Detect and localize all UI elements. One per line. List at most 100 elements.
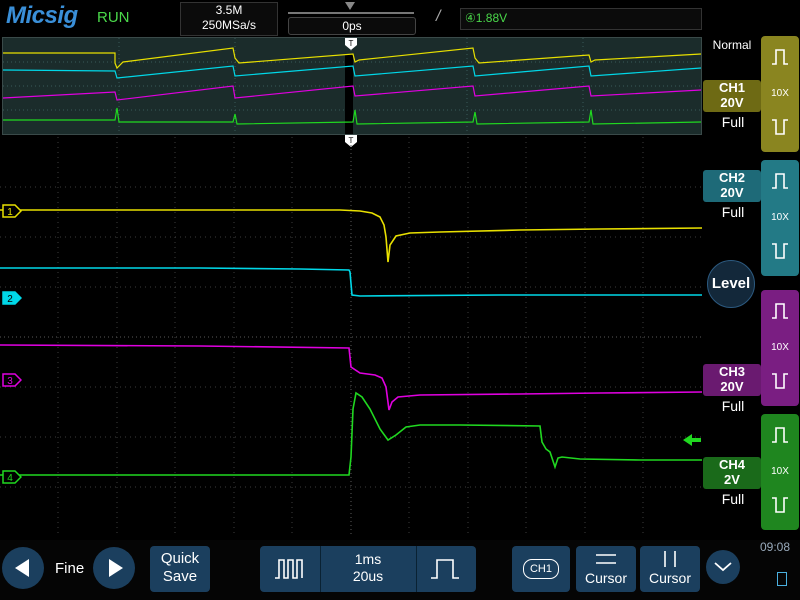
ch4-marker-label: 4 — [7, 473, 13, 484]
timebase-zoom: 20us — [352, 568, 384, 584]
trigger-mode[interactable]: Normal — [712, 38, 752, 52]
ch3-trace — [0, 344, 703, 411]
horizontal-cursor-icon — [596, 554, 616, 564]
timebase-control: 1ms 20us — [260, 546, 476, 592]
ch3-settings-button[interactable]: CH3 20V — [703, 364, 761, 396]
vertical-cursor-label: Cursor — [648, 570, 691, 586]
ch1-name: CH1 — [718, 80, 745, 95]
trigger-marker-top-label: T — [349, 39, 354, 48]
trigger-level-arrow-icon[interactable] — [682, 433, 702, 447]
ch1-pulse-low-icon — [772, 119, 788, 135]
quick-save-button[interactable]: Quick Save — [150, 546, 210, 592]
time-position-field[interactable]: 0ps — [288, 17, 416, 35]
overview-ch1-trace — [3, 47, 702, 70]
ch4-settings-button[interactable]: CH4 2V — [703, 457, 761, 489]
ch2-trace — [0, 267, 702, 297]
run-state-button[interactable]: RUN — [97, 9, 130, 26]
ch4-pulse-low-icon — [772, 497, 788, 513]
active-channel-button[interactable]: CH1 — [512, 546, 570, 592]
acquisition-info-box[interactable]: 3.5M 250MSa/s — [180, 2, 278, 36]
ch2-settings-button[interactable]: CH2 20V — [703, 170, 761, 202]
ch2-marker[interactable]: 2 — [2, 291, 22, 305]
horizontal-cursor-button[interactable]: Cursor — [576, 546, 636, 592]
ch1-probe-panel[interactable]: 10X — [761, 36, 799, 152]
ch2-marker-label: 2 — [7, 294, 13, 305]
bottom-toolbar: Fine Quick Save 1ms 20us CH1 Cursor Curs… — [0, 540, 800, 600]
ch1-coupling[interactable]: Full — [721, 114, 745, 130]
fine-decrease-button[interactable] — [2, 547, 44, 589]
memory-depth: 3.5M — [215, 3, 243, 17]
ch1-trace — [0, 209, 703, 263]
ch2-probe-panel[interactable]: 10X — [761, 160, 799, 276]
arrow-left-icon — [15, 559, 29, 577]
trigger-level-value: 1.88V — [475, 11, 508, 25]
ch3-name: CH3 — [718, 364, 745, 379]
trigger-position-markers[interactable]: T T — [344, 37, 358, 147]
ch4-name: CH4 — [718, 457, 745, 472]
fine-increase-button[interactable] — [93, 547, 135, 589]
timeline-bar[interactable] — [288, 12, 414, 14]
overview-ch3-trace — [2, 85, 702, 101]
ch2-pulse-high-icon — [772, 173, 788, 189]
ch1-marker-label: 1 — [7, 207, 13, 218]
ch2-coupling[interactable]: Full — [721, 204, 745, 220]
ch1-pulse-high-icon — [772, 49, 788, 65]
ch2-scale: 20V — [720, 185, 744, 200]
quick-save-line1: Quick — [160, 550, 200, 567]
ch1-marker[interactable]: 1 — [2, 204, 22, 218]
ch4-trigger-icon: ④ — [465, 11, 476, 25]
trigger-marker-bottom-label: T — [349, 136, 354, 145]
waveform-overview[interactable] — [2, 37, 702, 135]
ch3-coupling[interactable]: Full — [721, 398, 745, 414]
sample-rate: 250MSa/s — [201, 18, 257, 32]
arrow-right-icon — [109, 559, 123, 577]
timebase-decrease-icon[interactable] — [274, 558, 304, 580]
vertical-cursor-icon — [664, 551, 676, 567]
ch2-probe-ratio: 10X — [771, 212, 789, 223]
brand-logo: Micsig — [6, 2, 78, 29]
ch1-scale: 20V — [720, 95, 744, 110]
ch3-pulse-low-icon — [772, 373, 788, 389]
expand-menu-button[interactable] — [706, 550, 740, 584]
ch4-scale: 2V — [724, 472, 740, 487]
battery-icon — [777, 572, 787, 586]
ch3-probe-panel[interactable]: 10X — [761, 290, 799, 406]
timebase-divider-left — [320, 546, 321, 592]
ch2-pulse-low-icon — [772, 243, 788, 259]
quick-save-line2: Save — [162, 568, 198, 585]
zoom-window-marker — [345, 54, 353, 134]
ch3-marker[interactable]: 3 — [2, 373, 22, 387]
chevron-down-icon — [714, 562, 732, 572]
ch4-marker[interactable]: 4 — [2, 470, 22, 484]
ch2-name: CH2 — [718, 170, 745, 185]
ch4-pulse-high-icon — [772, 427, 788, 443]
overview-ch4-trace — [3, 107, 702, 125]
timebase-main: 1ms — [354, 551, 382, 567]
level-button[interactable]: Level — [707, 260, 755, 308]
clock: 09:08 — [760, 540, 791, 554]
ch4-coupling[interactable]: Full — [721, 491, 745, 507]
ch4-probe-ratio: 10X — [771, 466, 789, 477]
ch1-probe-ratio: 10X — [771, 88, 789, 99]
horizontal-cursor-label: Cursor — [584, 570, 627, 586]
timebase-divider-right — [416, 546, 417, 592]
ch1-settings-button[interactable]: CH1 20V — [703, 80, 761, 112]
waveform-display[interactable]: 1 2 3 4 — [0, 137, 703, 537]
timebase-increase-icon[interactable] — [430, 558, 460, 580]
main-grid-svg — [0, 137, 703, 537]
top-bar: Micsig RUN 3.5M 250MSa/s 0ps / ④1.88V — [0, 0, 800, 36]
ch4-trace — [0, 391, 702, 476]
trigger-position-icon — [345, 2, 355, 10]
ch4-probe-panel[interactable]: 10X — [761, 414, 799, 530]
fine-label: Fine — [55, 560, 85, 577]
active-channel-label: CH1 — [523, 559, 559, 579]
ch3-probe-ratio: 10X — [771, 342, 789, 353]
timebase-readout[interactable]: 1ms 20us — [324, 551, 412, 585]
ch3-pulse-high-icon — [772, 303, 788, 319]
vertical-cursor-button[interactable]: Cursor — [640, 546, 700, 592]
ch3-marker-label: 3 — [7, 376, 13, 387]
overview-ch2-trace — [2, 65, 702, 79]
overview-svg — [2, 38, 702, 134]
trigger-level-box[interactable]: ④1.88V — [460, 8, 702, 30]
rising-edge-icon[interactable]: / — [436, 8, 441, 25]
